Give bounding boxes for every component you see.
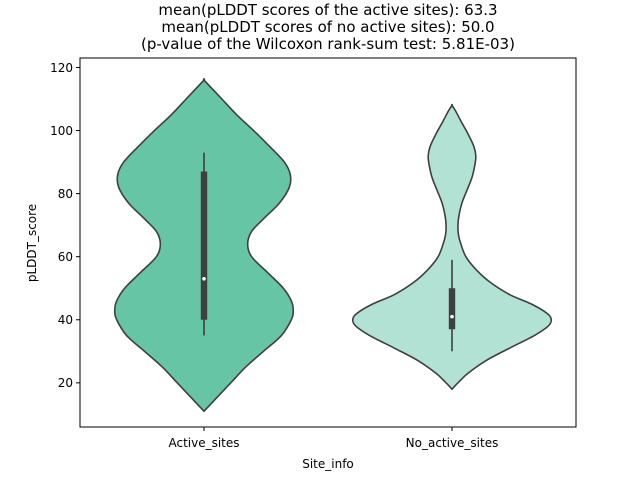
x-axis: Active_sites No_active_sites <box>168 427 498 450</box>
chart-title: mean(pLDDT scores of the active sites): … <box>141 1 515 53</box>
x-axis-label: Site_info <box>302 457 354 471</box>
x-tick-label: No_active_sites <box>406 436 499 450</box>
y-tick-label: 80 <box>58 187 73 201</box>
inner-boxes <box>200 152 456 352</box>
violin-no-active-sites <box>351 103 553 391</box>
y-tick-label: 120 <box>50 61 73 75</box>
y-tick-label: 60 <box>58 250 73 264</box>
plot-frame <box>79 57 577 428</box>
title-line-1: mean(pLDDT scores of the active sites): … <box>158 1 497 19</box>
y-axis: 20 40 60 80 100 120 <box>50 61 80 390</box>
y-tick-label: 100 <box>50 124 73 138</box>
iqr-box-active-sites <box>200 171 208 320</box>
violins <box>113 78 553 413</box>
y-tick-label: 20 <box>58 376 73 390</box>
median-dot-no-active-sites <box>450 314 454 319</box>
iqr-box-no-active-sites <box>448 288 456 330</box>
y-tick-label: 40 <box>58 313 73 327</box>
median-dot-active-sites <box>202 276 206 281</box>
title-line-3: (p-value of the Wilcoxon rank-sum test: … <box>141 35 515 53</box>
title-line-2: mean(pLDDT scores of no active sites): 5… <box>161 18 494 36</box>
x-tick-label: Active_sites <box>168 436 239 450</box>
y-axis-label: pLDDT_score <box>25 204 39 282</box>
